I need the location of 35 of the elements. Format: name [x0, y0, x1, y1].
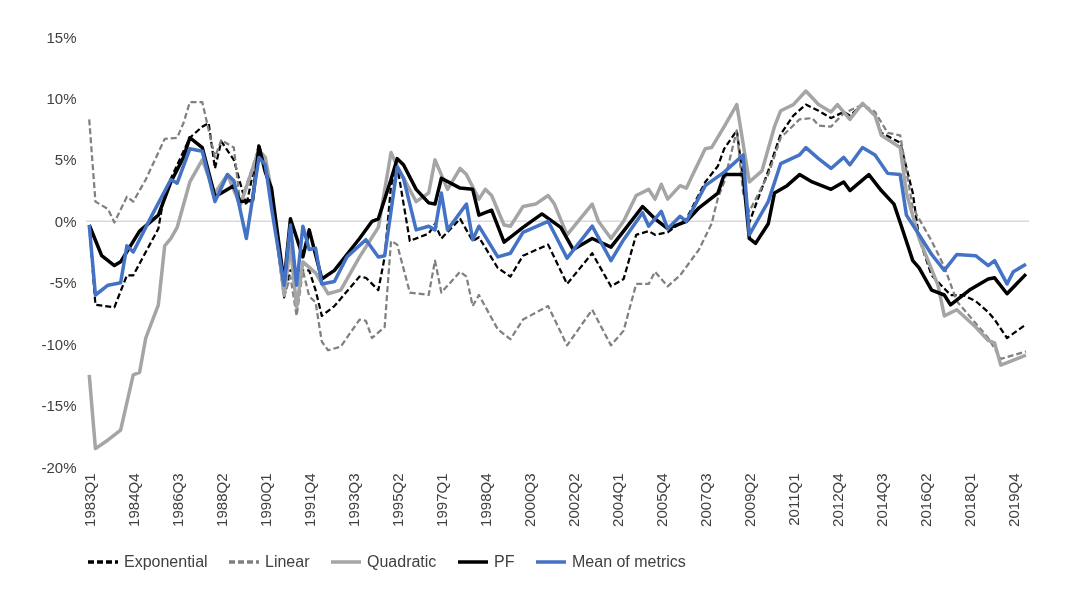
- y-tick-label: 0%: [54, 212, 77, 230]
- y-tick-label: 10%: [46, 89, 77, 107]
- x-tick-label: 2005Q4: [652, 473, 670, 527]
- x-tick-label: 2012Q4: [828, 473, 846, 527]
- x-tick-label: 1990Q1: [256, 473, 274, 527]
- y-tick-label: -15%: [41, 397, 77, 415]
- x-tick-label: 2011Q1: [784, 473, 802, 526]
- y-tick-label: 5%: [54, 151, 77, 169]
- y-tick-label: -10%: [41, 335, 77, 353]
- x-tick-label: 1984Q4: [124, 473, 142, 527]
- x-tick-label: 2014Q3: [872, 473, 890, 527]
- x-tick-label: 1997Q1: [432, 473, 450, 527]
- legend-label: Exponential: [124, 553, 208, 570]
- y-tick-label: -5%: [49, 274, 77, 292]
- x-tick-label: 1988Q2: [212, 473, 230, 527]
- x-tick-label: 2009Q2: [740, 473, 758, 527]
- legend-label: Mean of metrics: [572, 553, 686, 570]
- x-tick-label: 2000Q3: [520, 473, 538, 527]
- y-tick-label: -20%: [41, 458, 77, 476]
- legend-label: Linear: [265, 553, 311, 570]
- x-tick-label: 1991Q4: [300, 473, 318, 527]
- x-tick-label: 1986Q3: [168, 473, 186, 527]
- x-tick-label: 2007Q3: [696, 473, 714, 527]
- legend-label: Quadratic: [367, 553, 437, 570]
- x-tick-label: 2019Q4: [1004, 473, 1022, 527]
- x-tick-label: 1983Q1: [80, 473, 98, 527]
- x-tick-label: 2004Q1: [608, 473, 626, 527]
- x-tick-label: 1998Q4: [476, 473, 494, 527]
- x-tick-label: 2018Q1: [960, 473, 978, 527]
- x-tick-label: 1995Q2: [388, 473, 406, 527]
- x-tick-label: 2002Q2: [564, 473, 582, 527]
- x-tick-label: 1993Q3: [344, 473, 362, 527]
- legend-label: PF: [494, 553, 515, 570]
- x-tick-label: 2016Q2: [916, 473, 934, 527]
- y-tick-label: 15%: [46, 28, 77, 46]
